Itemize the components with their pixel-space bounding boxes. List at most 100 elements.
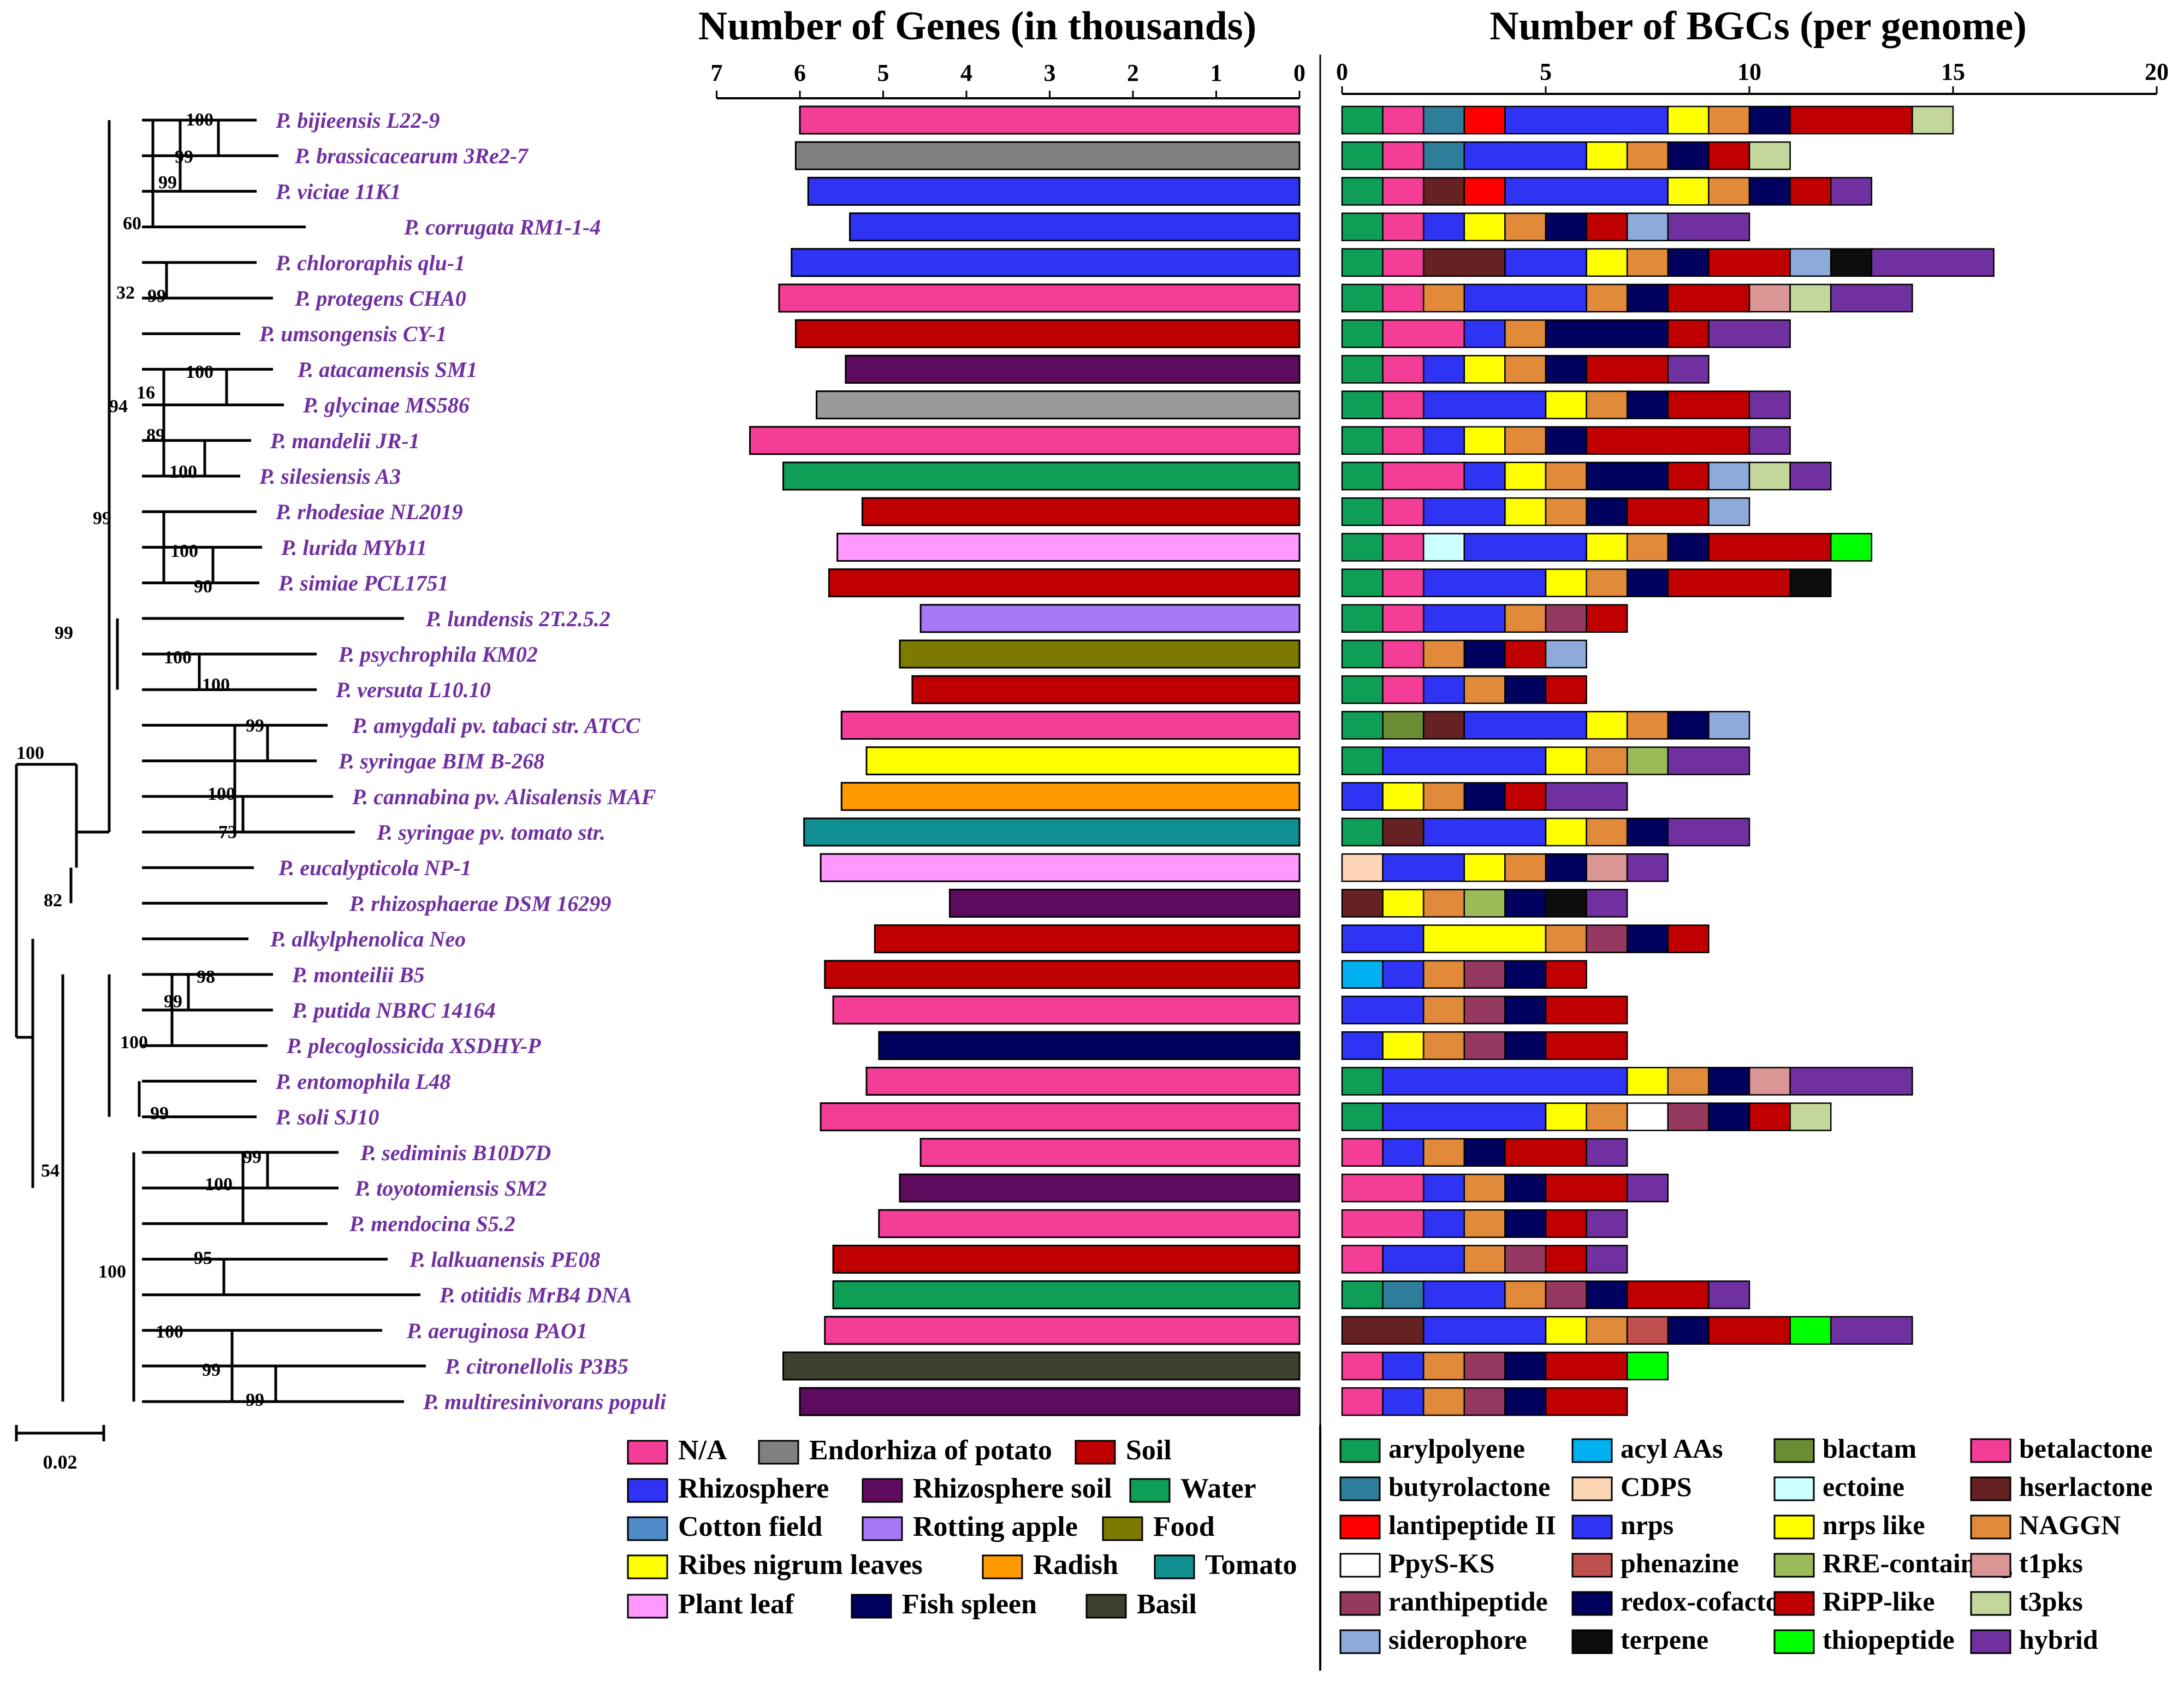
bgc-segment — [1545, 1173, 1628, 1203]
bgc-segment — [1382, 1102, 1547, 1131]
bgc-segment — [1830, 283, 1913, 313]
bgc-segment — [1708, 461, 1750, 491]
genes-tick-label: 6 — [794, 60, 806, 86]
bootstrap-value: 100 — [186, 362, 213, 382]
bgc-segment — [1382, 141, 1425, 170]
bootstrap-value: 99 — [147, 286, 166, 306]
bgc-segment — [1708, 248, 1791, 277]
species-row: P. glycinae MS586 — [302, 390, 1791, 420]
species-label: P. rhodesiae NL2019 — [275, 500, 463, 524]
bgc-segment — [1422, 1031, 1465, 1060]
bgc-segment — [1708, 177, 1750, 206]
bgc-segment — [1667, 1316, 1710, 1345]
bgc-segment — [1504, 212, 1547, 241]
bgc-segment — [1667, 283, 1750, 313]
genes-bar — [778, 283, 1301, 313]
bgc-segment — [1667, 177, 1710, 206]
phylogenetic-tree: 1009999609932100169489100991009099100100… — [15, 110, 426, 1473]
source-legend-label: Ribes nigrum leaves — [678, 1549, 923, 1581]
bgc-segment — [1341, 995, 1425, 1025]
bgc-segment — [1463, 960, 1506, 989]
genes-bar — [899, 1173, 1301, 1203]
bgc-segment — [1341, 675, 1384, 704]
bgc-segment — [1667, 568, 1791, 597]
bgc-segment — [1545, 639, 1587, 669]
bgc-segment — [1463, 889, 1506, 918]
bootstrap-value: 99 — [158, 173, 177, 193]
bgc-segment — [1422, 426, 1465, 455]
bootstrap-value: 99 — [243, 1147, 262, 1167]
bgc-segment — [1545, 568, 1587, 597]
bgc-segment — [1504, 1280, 1547, 1309]
source-legend-swatch — [627, 1440, 668, 1465]
source-legend-swatch — [627, 1516, 668, 1541]
bootstrap-value: 89 — [146, 425, 165, 445]
bgc-segment — [1382, 105, 1425, 135]
bgc-segment — [1341, 248, 1384, 277]
source-legend-label: Radish — [1033, 1549, 1118, 1581]
bgc-segment — [1382, 889, 1425, 918]
bgc-segment — [1748, 141, 1791, 170]
bgc-segment — [1382, 426, 1425, 455]
bgc-segment — [1871, 248, 1995, 277]
bgc-segment — [1382, 248, 1425, 277]
bgc-segment — [1667, 924, 1710, 953]
species-row: P. plecoglossicida XSDHY-P — [286, 1031, 1628, 1060]
source-legend: N/A Endorhiza of potato Soil Rhizosphere Rhi… — [627, 1435, 1297, 1620]
genes-bar — [791, 248, 1301, 277]
bgc-segment — [1626, 817, 1669, 847]
bootstrap-value: 60 — [123, 213, 141, 234]
bgc-segment — [1667, 319, 1710, 348]
bootstrap-value: 100 — [169, 462, 197, 482]
species-row: P. eucalypticola NP-1 — [278, 853, 1669, 882]
bootstrap-value: 99 — [246, 1390, 264, 1410]
bgc-segment — [1545, 1280, 1587, 1309]
bgc-segment — [1545, 1102, 1587, 1131]
bgc-segment — [1422, 1387, 1465, 1416]
species-label: P. syringae pv. tomato str. — [376, 820, 606, 845]
bgc-segment — [1422, 105, 1465, 135]
bgc-segment — [1382, 319, 1465, 348]
source-legend-swatch — [627, 1554, 668, 1579]
bgc-segment — [1748, 426, 1791, 455]
genes-tick-label: 7 — [711, 60, 723, 86]
bgc-segment — [1586, 711, 1628, 740]
bgc-legend-swatch — [1773, 1438, 1815, 1463]
genes-bar — [816, 390, 1301, 420]
bgc-legend-swatch — [1970, 1591, 2011, 1616]
bgc-segment — [1708, 1280, 1750, 1309]
bgc-segment — [1341, 390, 1384, 419]
bootstrap-value: 99 — [164, 991, 182, 1012]
genes-bar — [899, 639, 1301, 669]
bgc-segment — [1789, 283, 1832, 313]
source-legend-label: Basil — [1137, 1589, 1197, 1620]
bgc-segment — [1463, 319, 1506, 348]
genes-tick-label: 2 — [1127, 60, 1139, 86]
source-legend-label: Rotting apple — [913, 1511, 1078, 1542]
bootstrap-value: 99 — [202, 1360, 221, 1380]
species-row: P. putida NBRC 14164 — [292, 995, 1628, 1025]
bgc-segment — [1422, 604, 1506, 633]
bgc-segment — [1504, 960, 1547, 989]
bootstrap-value: 54 — [41, 1161, 60, 1181]
bgc-segment — [1382, 853, 1465, 882]
bgc-segment — [1545, 426, 1587, 455]
bgc-segment — [1626, 1067, 1669, 1096]
species-label: P. versuta L10.10 — [335, 678, 491, 702]
bootstrap-value: 73 — [218, 822, 237, 842]
bgc-segment — [1422, 355, 1465, 384]
bgc-segment — [1586, 924, 1628, 953]
genes-title: Number of Genes (in thousands) — [698, 4, 1256, 49]
bgc-segment — [1463, 782, 1506, 811]
bgc-segment — [1422, 1280, 1506, 1309]
bootstrap-value: 100 — [205, 1174, 233, 1195]
bgc-segment — [1626, 1280, 1710, 1309]
bgc-legend-swatch — [1773, 1591, 1815, 1616]
genes-bar — [878, 1209, 1301, 1238]
species-label: P. soli SJ10 — [275, 1105, 379, 1130]
bgc-segment — [1341, 319, 1384, 348]
species-label: P. monteilii B5 — [292, 963, 425, 987]
bgc-segment — [1422, 1138, 1465, 1167]
bgc-segment — [1504, 355, 1547, 384]
bgc-segment — [1626, 1351, 1669, 1381]
